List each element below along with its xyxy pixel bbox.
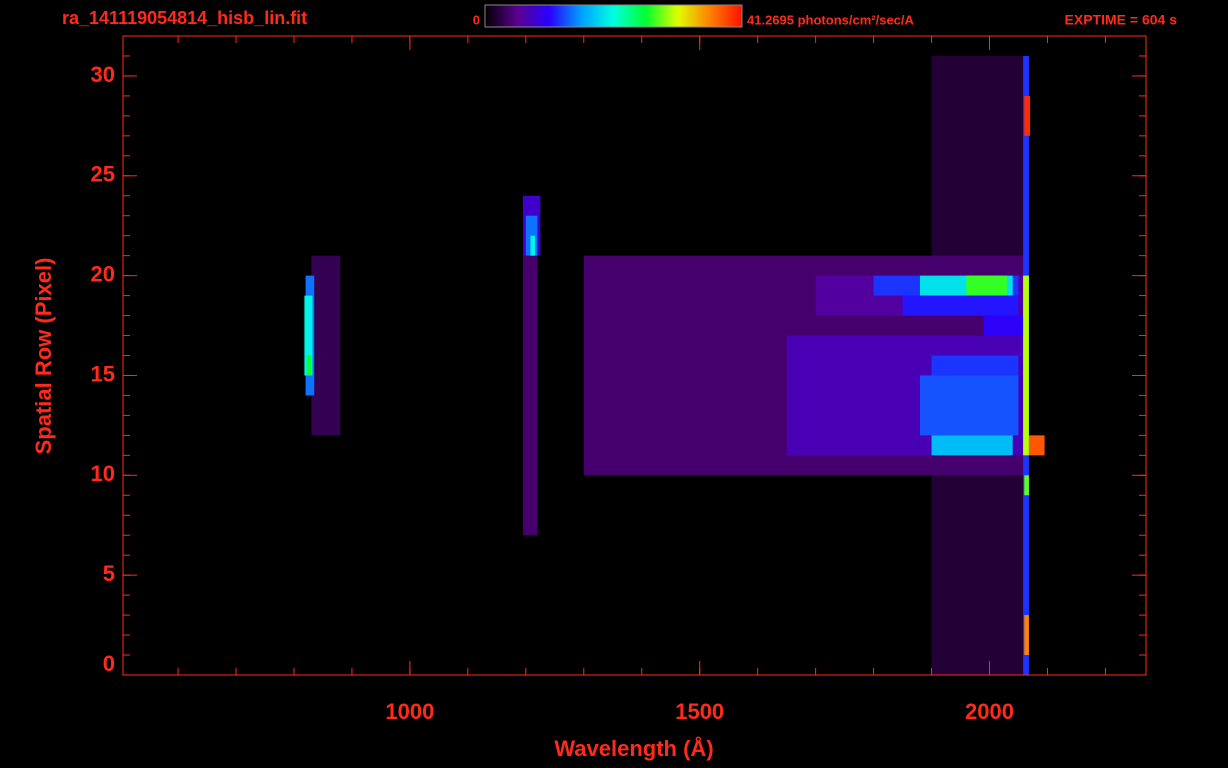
y-tick-label: 15 (91, 361, 115, 386)
heatmap-cell (931, 355, 1019, 376)
heatmap-cell (304, 295, 313, 376)
heatmap-cell (931, 435, 1013, 456)
heatmap-cell (311, 255, 341, 436)
heatmap-cell (1023, 275, 1029, 456)
heatmap-cell (1024, 615, 1029, 656)
y-tick-label: 25 (91, 162, 115, 187)
colorbar-tick-label: 41.2695 photons/cm²/sec/A (747, 12, 915, 27)
heatmap-cell (1024, 95, 1031, 136)
heatmap-cell (919, 375, 1019, 436)
heatmap-cell (966, 275, 1007, 296)
y-tick-label: 5 (103, 561, 115, 586)
y-tick-label: 20 (91, 261, 115, 286)
heatmap-cell (530, 235, 536, 256)
heatmap-cell (522, 255, 538, 536)
x-tick-label: 2000 (965, 699, 1014, 724)
heatmap-cell (1028, 435, 1045, 456)
y-tick-label: 10 (91, 461, 115, 486)
chart-title: ra_141119054814_hisb_lin.fit (62, 8, 307, 28)
x-tick-label: 1500 (675, 699, 724, 724)
heatmap-cell (1024, 475, 1029, 496)
x-tick-label: 1000 (385, 699, 434, 724)
heatmap-cell (902, 295, 1019, 316)
colorbar-tick-label: 0 (473, 12, 480, 27)
y-tick-label: 0 (103, 651, 115, 676)
y-axis-label: Spatial Row (Pixel) (31, 258, 56, 455)
heatmap-cell (983, 315, 1025, 336)
x-axis-label: Wavelength (Å) (554, 735, 713, 761)
annotation: EXPTIME = 604 s (1065, 12, 1178, 28)
y-tick-label: 30 (91, 62, 115, 87)
heatmap-cell (306, 355, 312, 376)
colorbar (484, 4, 743, 28)
